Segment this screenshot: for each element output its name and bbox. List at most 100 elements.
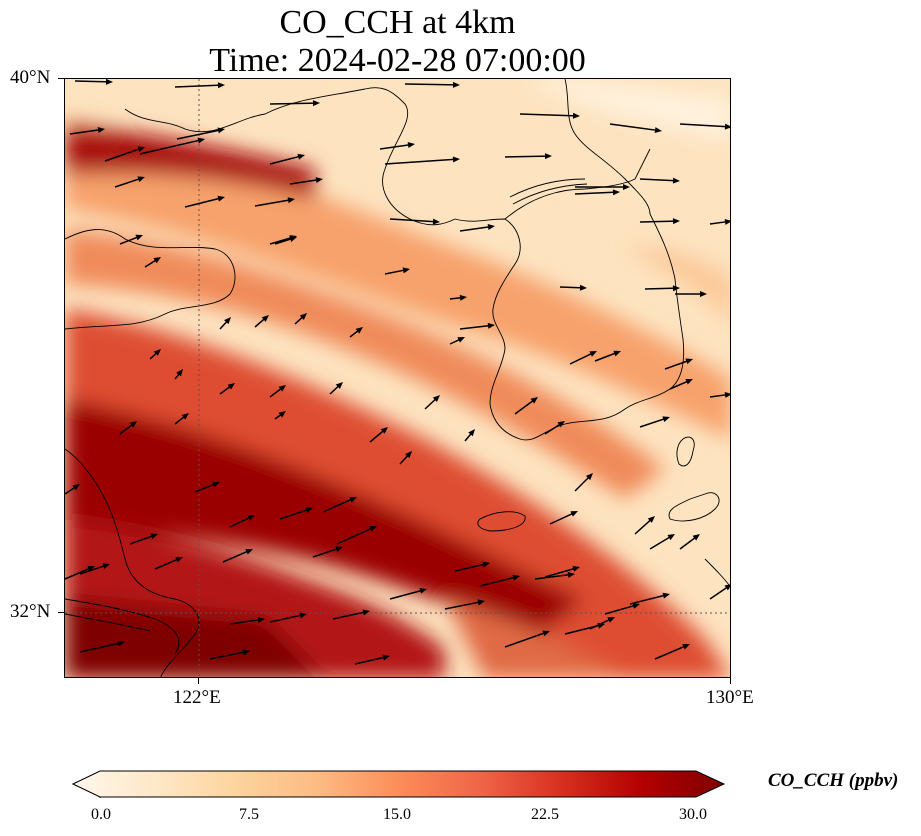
wind-arrow-head [287,197,295,204]
wind-arrow-shaft [389,589,424,600]
wind-arrow-head [512,574,520,581]
wind-arrow-shaft [269,614,304,623]
colorbar-tick-0: 0.0 [91,806,111,823]
wind-arrow-head [672,218,680,225]
wind-arrow-shaft [654,644,687,660]
wind-arrow-head [335,546,343,553]
wind-arrow-head [692,534,700,541]
concentration-field [65,79,730,677]
wind-arrow-shaft [479,576,517,587]
wind-arrow-head [579,284,587,291]
wind-arrow-shaft [274,237,294,245]
wind-arrow-shaft [569,352,594,365]
wind-arrow-shaft [594,351,618,362]
wind-vectors [65,79,730,665]
wind-arrow-head [632,603,640,609]
wind-arrow-head [335,382,343,389]
wind-arrow-shaft [544,567,577,578]
wind-arrow-shaft [289,178,319,185]
wind-arrow-head [312,100,320,107]
wind-arrow-shaft [444,601,482,610]
wind-arrow-shaft [114,177,142,188]
wind-arrow-shaft [369,429,386,443]
wind-arrow-head [150,533,158,540]
wind-arrow-head [724,218,730,225]
wind-arrow-shaft [669,379,690,390]
wind-arrow-head [700,291,707,297]
wind-arrow-head [278,385,286,392]
wind-arrow-shaft [504,631,547,648]
lat-tick-mark-32n [58,612,64,613]
wind-arrow-head [667,534,675,541]
wind-arrow-head [72,484,80,491]
wind-arrow-head [567,571,575,578]
wind-arrow-head [105,79,113,85]
wind-arrow-head [662,416,670,423]
wind-arrow-head [129,421,137,428]
wind-arrow-head [613,350,621,357]
wind-arrow-shaft [104,147,142,162]
wind-arrow-head [299,313,307,320]
wind-arrow-shaft [229,618,261,625]
wind-arrow-shaft [254,198,291,207]
wind-arrow-shaft [634,518,653,535]
wind-arrow-shaft [679,535,698,550]
wind-arrow-head [402,267,410,274]
wind-arrow-head [305,507,313,514]
wind-arrow-head [137,146,145,153]
colorbar-tick-2: 15.0 [383,806,411,823]
wind-arrow-head [181,413,189,420]
wind-arrow-head [530,397,538,404]
wind-arrow-shaft [589,618,612,630]
colorbar-body [72,770,726,798]
lon-tick-130e: 130°E [706,687,754,708]
wind-arrow-head [153,257,161,264]
lon-tick-mark-122e [198,678,199,684]
wind-arrow-shaft [379,143,411,150]
wind-arrow-head [227,383,235,390]
wind-arrow-shaft [504,155,548,158]
wind-arrow-head [176,369,183,377]
wind-arrow-shaft [389,218,436,223]
wind-arrow-head [612,189,620,196]
wind-arrow-shaft [639,220,676,223]
wind-arrow-head [382,654,390,661]
wind-arrow-head [242,649,250,656]
wind-arrow-shaft [709,220,728,225]
map-title: CO_CCH at 4km [279,4,516,41]
wind-arrow-shaft [229,516,252,528]
colorbar-label: CO_CCH (ppbv) [768,770,899,791]
wind-arrow-head [654,127,662,134]
wind-arrow-shaft [519,113,576,117]
map-panel [64,78,731,678]
wind-arrow-head [217,195,225,202]
wind-arrow-shaft [332,611,367,620]
wind-arrow-shaft [544,422,562,435]
wind-arrow-head [175,557,183,563]
wind-arrow-head [369,526,377,532]
wind-arrow-head [349,497,357,503]
colorbar-tick-3: 22.5 [531,806,559,823]
wind-arrow-head [297,153,305,160]
wind-arrow-shaft [129,534,155,545]
wind-arrow-shaft [574,475,591,492]
wind-arrow-head [247,515,255,521]
wind-arrow-head [405,451,412,459]
wind-arrow-shaft [322,498,354,513]
wind-arrow-head [685,358,693,365]
wind-arrow-head [217,127,225,134]
colorbar [72,770,726,798]
wind-arrow-head [362,609,370,616]
lat-tick-mark-40n [58,78,64,79]
wind-arrow-shaft [459,324,491,330]
wind-arrow-head [672,285,680,292]
wind-arrow-head [315,177,323,184]
wind-arrow-shaft [269,236,294,245]
wind-arrow-shaft [336,527,374,545]
wind-arrow-shaft [279,508,310,520]
wind-arrow-shaft [559,286,583,289]
wind-arrow-head [452,81,460,88]
wind-arrow-shaft [174,84,221,88]
wind-arrow-shaft [176,129,222,140]
wind-arrow-shaft [639,178,676,182]
